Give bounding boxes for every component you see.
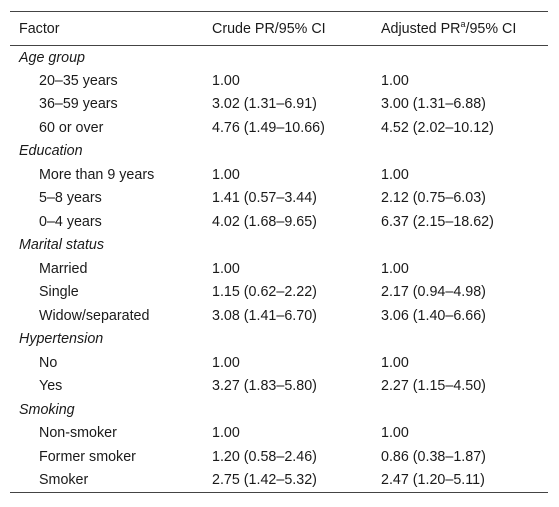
crude-pr-cell: 1.00	[212, 72, 240, 89]
header-row: Factor Crude PR/95% CI Adjusted PRa/95% …	[10, 11, 548, 46]
group-title: Hypertension	[19, 331, 104, 348]
adjusted-pr-cell: 1.00	[381, 72, 409, 89]
adjusted-pr-cell: 1.00	[381, 166, 409, 183]
header-factor: Factor	[19, 20, 60, 37]
factor-cell: Smoker	[39, 472, 89, 488]
table-row: Single 1.15 (0.62–2.22) 2.17 (0.94–4.98)	[10, 281, 548, 305]
factor-cell: Single	[39, 284, 79, 301]
crude-pr-cell: 1.00	[212, 354, 240, 371]
table-body: Age group 20–35 years 1.00 1.00 36–59 years 3…	[10, 46, 548, 492]
factor-cell: Married	[39, 260, 88, 277]
group-header-row: Education	[10, 140, 548, 164]
group-title: Marital status	[19, 237, 105, 254]
table-row: 60 or over 4.76 (1.49–10.66) 4.52 (2.02–10…	[10, 116, 548, 140]
table-row: Married 1.00 1.00	[10, 257, 548, 281]
crude-pr-cell: 2.75 (1.42–5.32)	[212, 472, 317, 488]
adjusted-pr-cell: 6.37 (2.15–18.62)	[381, 213, 494, 230]
group-header-row: Smoking	[10, 398, 548, 422]
adjusted-pr-cell: 2.47 (1.20–5.11)	[381, 472, 485, 488]
crude-pr-cell: 3.27 (1.83–5.80)	[212, 378, 317, 395]
group-title: Smoking	[19, 401, 75, 418]
factor-cell: 20–35 years	[39, 72, 118, 89]
crude-pr-cell: 3.02 (1.31–6.91)	[212, 96, 317, 113]
adjusted-pr-cell: 1.00	[381, 354, 409, 371]
factor-cell: Former smoker	[39, 448, 136, 465]
factor-cell: 36–59 years	[39, 96, 118, 113]
adjusted-pr-cell: 1.00	[381, 260, 409, 277]
adjusted-pr-cell: 3.06 (1.40–6.66)	[381, 307, 486, 324]
crude-pr-cell: 1.00	[212, 425, 240, 442]
group-header-row: Age group	[10, 46, 548, 70]
factor-cell: 0–4 years	[39, 213, 102, 230]
adjusted-pr-cell: 3.00 (1.31–6.88)	[381, 96, 486, 113]
crude-pr-cell: 1.00	[212, 260, 240, 277]
adjusted-pr-cell: 4.52 (2.02–10.12)	[381, 119, 494, 136]
header-adjusted: Adjusted PRa/95% CI	[372, 12, 548, 46]
crude-pr-cell: 1.00	[212, 166, 240, 183]
crude-pr-cell: 1.20 (0.58–2.46)	[212, 448, 317, 465]
factor-cell: More than 9 years	[39, 166, 155, 183]
table-row: Former smoker 1.20 (0.58–2.46) 0.86 (0.38–…	[10, 445, 548, 469]
table-row: 36–59 years 3.02 (1.31–6.91) 3.00 (1.31–6.…	[10, 93, 548, 117]
factor-cell: Non-smoker	[39, 425, 117, 442]
table-row: 5–8 years 1.41 (0.57–3.44) 2.12 (0.75–6.03…	[10, 187, 548, 211]
factor-cell: No	[39, 354, 58, 371]
table-row: 0–4 years 4.02 (1.68–9.65) 6.37 (2.15–18.6…	[10, 210, 548, 234]
factor-cell: Yes	[39, 378, 63, 395]
header-crude: Crude PR/95% CI	[212, 20, 326, 37]
header-adjusted-prefix: Adjusted PR	[381, 20, 461, 37]
table-row: Non-smoker 1.00 1.00	[10, 422, 548, 446]
table-row: More than 9 years 1.00 1.00	[10, 163, 548, 187]
crude-pr-cell: 1.41 (0.57–3.44)	[212, 190, 317, 207]
table-row: 20–35 years 1.00 1.00	[10, 69, 548, 93]
adjusted-pr-cell: 0.86 (0.38–1.87)	[381, 448, 486, 465]
crude-pr-cell: 1.15 (0.62–2.22)	[212, 284, 317, 301]
adjusted-pr-cell: 2.12 (0.75–6.03)	[381, 190, 486, 207]
factor-cell: 60 or over	[39, 119, 104, 136]
table-row: No 1.00 1.00	[10, 351, 548, 375]
factor-cell: Widow/separated	[39, 307, 150, 324]
table-row: Smoker 2.75 (1.42–5.32) 2.47 (1.20–5.11)	[10, 469, 548, 492]
crude-pr-cell: 3.08 (1.41–6.70)	[212, 307, 317, 324]
adjusted-pr-cell: 2.27 (1.15–4.50)	[381, 378, 486, 395]
group-title: Education	[19, 143, 83, 160]
header-adjusted-suffix: /95% CI	[465, 20, 517, 37]
prevalence-ratio-table: Factor Crude PR/95% CI Adjusted PRa/95% …	[10, 11, 548, 493]
table-row: Widow/separated 3.08 (1.41–6.70) 3.06 (1.4…	[10, 304, 548, 328]
factor-cell: 5–8 years	[39, 190, 102, 207]
crude-pr-cell: 4.76 (1.49–10.66)	[212, 119, 325, 136]
group-header-row: Marital status	[10, 234, 548, 258]
adjusted-pr-cell: 1.00	[381, 425, 409, 442]
table-row: Yes 3.27 (1.83–5.80) 2.27 (1.15–4.50)	[10, 375, 548, 399]
table-header: Factor Crude PR/95% CI Adjusted PRa/95% …	[10, 11, 548, 46]
group-header-row: Hypertension	[10, 328, 548, 352]
adjusted-pr-cell: 2.17 (0.94–4.98)	[381, 284, 486, 301]
prevalence-ratio-table-container: Factor Crude PR/95% CI Adjusted PRa/95% …	[10, 11, 548, 493]
group-title: Age group	[19, 49, 85, 66]
crude-pr-cell: 4.02 (1.68–9.65)	[212, 213, 317, 230]
footnote-marker: a	[460, 18, 466, 29]
